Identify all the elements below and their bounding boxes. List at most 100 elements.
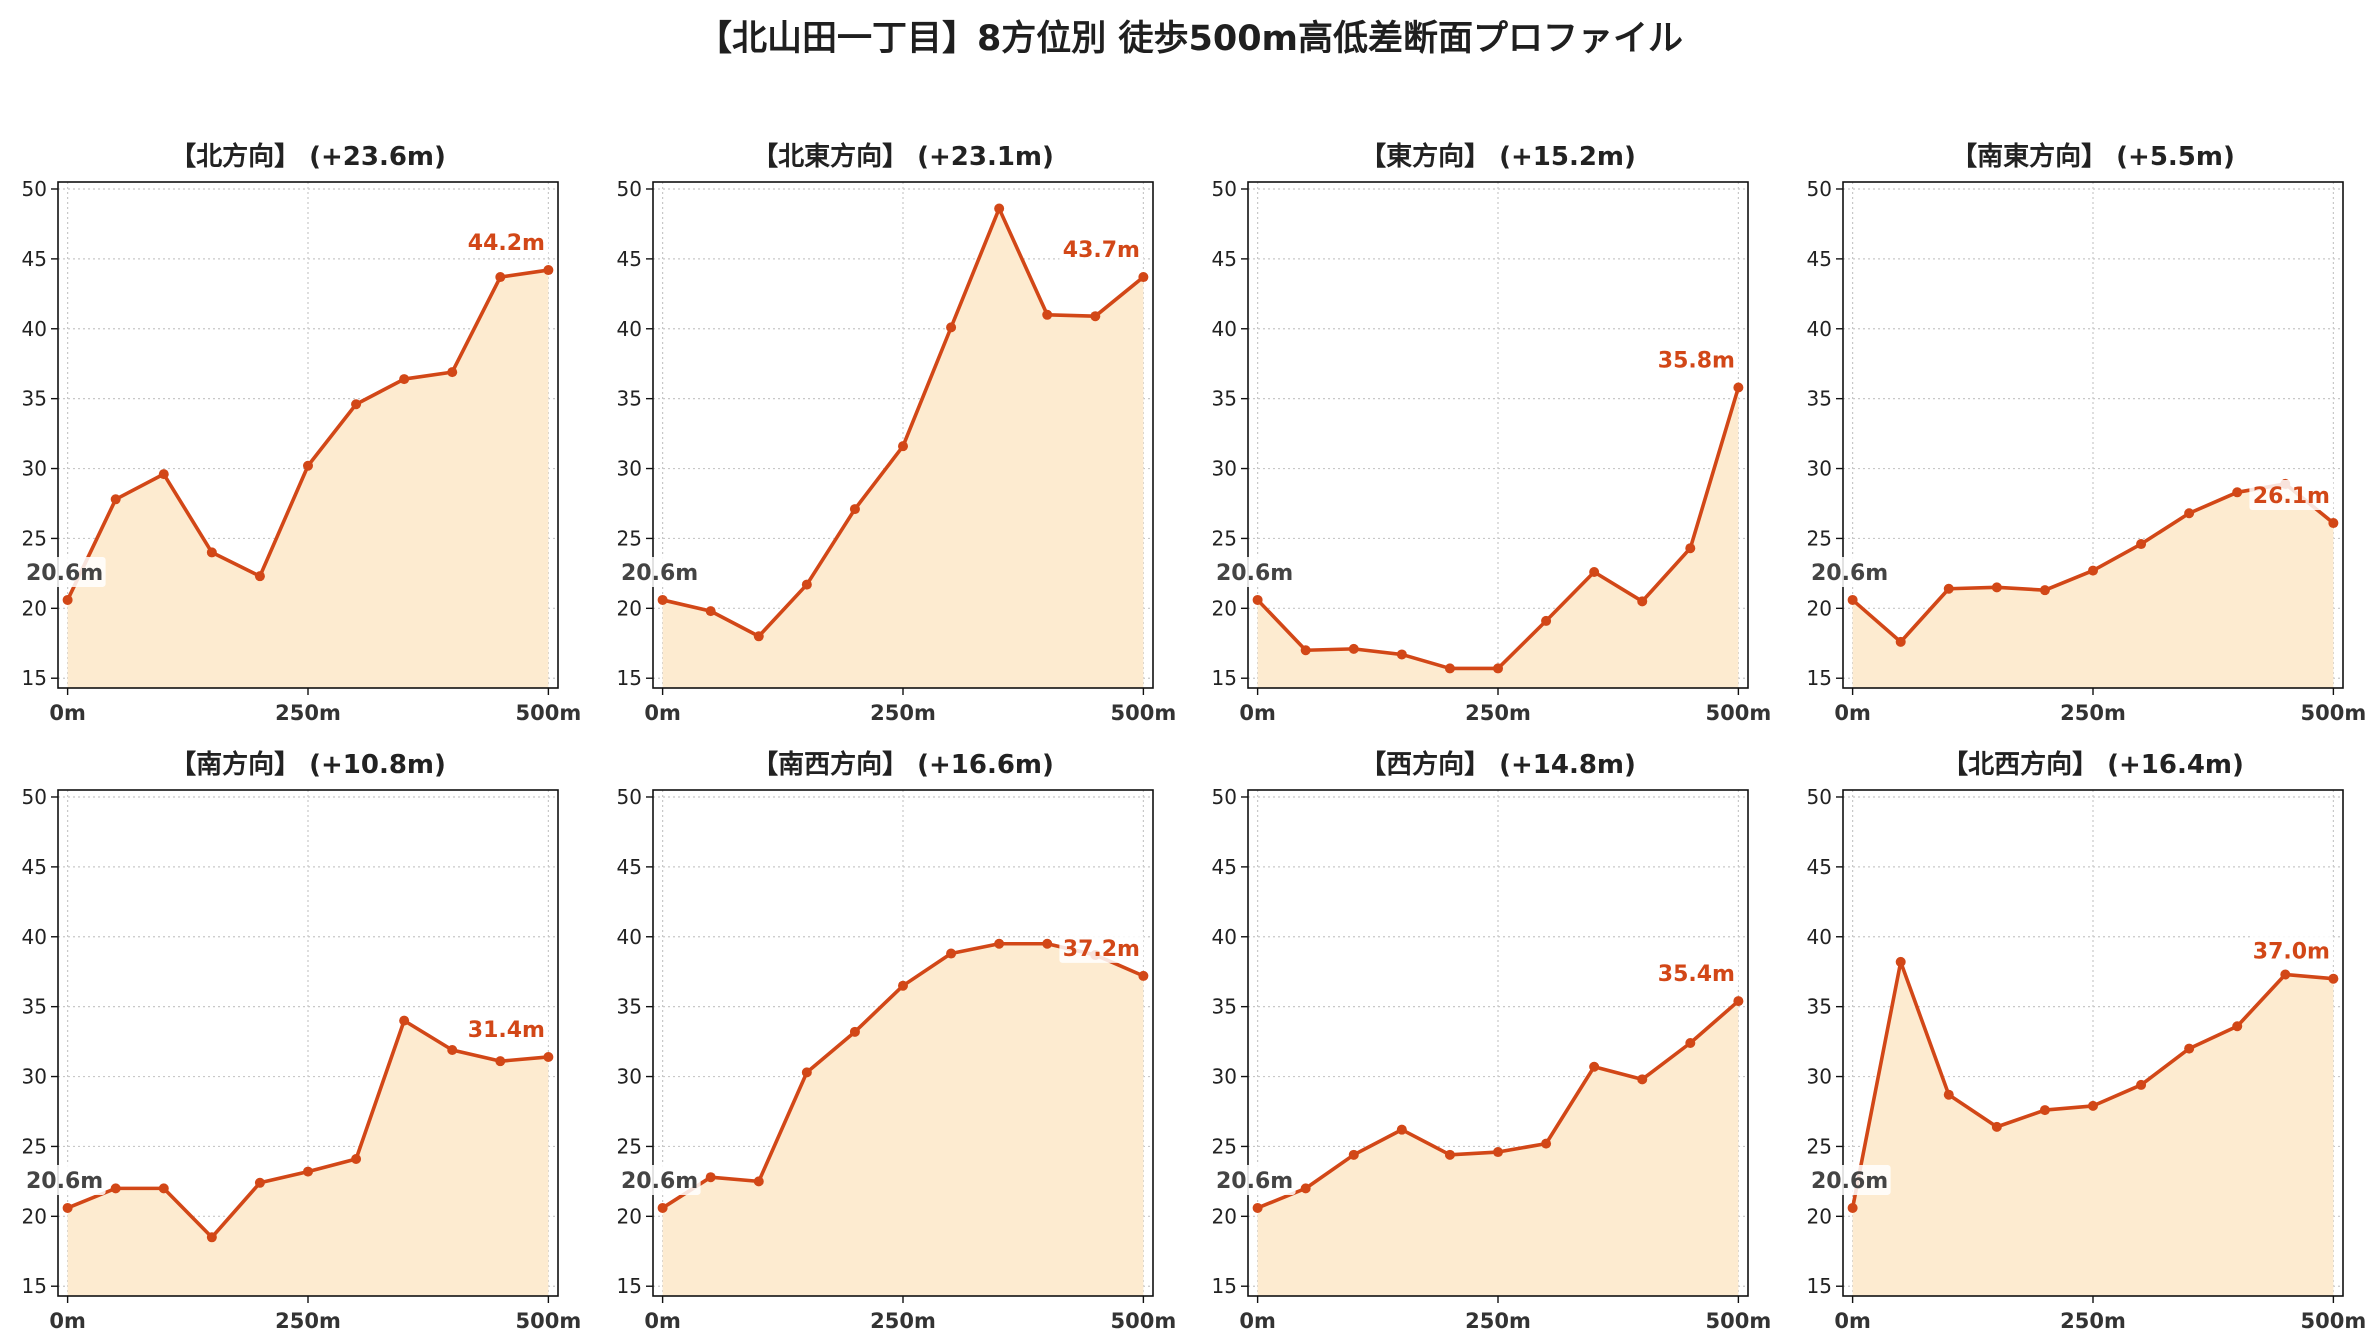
y-tick-label: 30 — [22, 1065, 47, 1089]
data-point — [1847, 594, 1858, 605]
end-label: 37.2m — [1063, 937, 1140, 962]
x-tick-label: 250m — [275, 1309, 341, 1333]
y-tick-label: 20 — [1212, 596, 1237, 620]
y-tick-label: 45 — [1807, 247, 1832, 271]
end-label-bg — [2249, 480, 2334, 511]
y-tick-label: 35 — [22, 995, 47, 1019]
y-tick-label: 40 — [1212, 925, 1237, 949]
x-tick-label: 0m — [49, 701, 86, 725]
data-point — [1685, 543, 1696, 554]
y-tick-label: 45 — [22, 247, 47, 271]
data-point — [753, 1176, 764, 1187]
data-point — [1895, 636, 1906, 647]
y-tick-label: 30 — [1212, 457, 1237, 481]
y-tick-label: 35 — [617, 995, 642, 1019]
data-point — [849, 504, 860, 515]
profile-chart-1: 【北東方向】 (+23.1m) 0m 250m 500m 15 20 25 30 35 40 45 5… — [617, 141, 1177, 725]
data-point — [254, 571, 265, 582]
data-point — [2328, 518, 2339, 529]
y-tick-label: 15 — [617, 666, 642, 690]
x-tick-label: 500m — [1111, 701, 1177, 725]
data-point — [2088, 1100, 2098, 1111]
data-point — [1733, 382, 1744, 393]
data-point — [1090, 311, 1101, 322]
profile-chart-3: 【南東方向】 (+5.5m) 0m 250m 500m 15 20 25 30 35 40 45 50… — [1807, 141, 2367, 725]
chart-title: 【東方向】 (+15.2m) — [1360, 141, 1636, 172]
start-label-bg — [1213, 556, 1296, 587]
start-label: 20.6m — [1811, 561, 1888, 586]
data-point — [2136, 539, 2147, 550]
data-point — [1300, 1183, 1311, 1194]
profile-chart-5: 【南西方向】 (+16.6m) 0m 250m 500m 15 20 25 30 35 40 45 5… — [617, 749, 1177, 1333]
y-tick-label: 40 — [1807, 925, 1832, 949]
data-point — [1733, 996, 1744, 1007]
data-point — [1895, 956, 1906, 967]
y-tick-label: 20 — [1807, 1204, 1832, 1228]
data-point — [351, 1154, 362, 1165]
data-point — [254, 1177, 265, 1188]
data-point — [1444, 1149, 1455, 1160]
data-point — [303, 460, 313, 471]
data-point — [543, 265, 554, 276]
y-tick-label: 20 — [22, 596, 47, 620]
x-tick-label: 250m — [870, 1309, 936, 1333]
start-label: 20.6m — [26, 1169, 103, 1194]
data-point — [1348, 643, 1359, 654]
data-point — [1991, 1121, 2002, 1132]
data-point — [1138, 970, 1149, 981]
y-tick-label: 15 — [22, 1274, 47, 1298]
data-point — [849, 1026, 860, 1037]
y-tick-label: 30 — [22, 457, 47, 481]
profile-chart-0: 【北方向】 (+23.6m) 0m 250m 500m 15 20 25 30 35 40 45 50… — [22, 141, 582, 725]
y-tick-label: 50 — [1807, 177, 1832, 201]
y-tick-label: 30 — [1212, 1065, 1237, 1089]
elevation-area — [662, 943, 1144, 1296]
chart-title: 【北西方向】 (+16.4m) — [1942, 749, 2244, 780]
start-label-bg — [23, 556, 106, 587]
y-tick-label: 20 — [22, 1204, 47, 1228]
end-label: 31.4m — [468, 1018, 545, 1043]
y-tick-label: 30 — [617, 457, 642, 481]
end-label: 35.4m — [1658, 962, 1735, 987]
data-point — [158, 469, 169, 480]
y-tick-label: 40 — [1807, 317, 1832, 341]
y-tick-label: 40 — [1212, 317, 1237, 341]
data-point — [657, 594, 668, 605]
y-tick-label: 45 — [1212, 855, 1237, 879]
y-tick-label: 30 — [1807, 457, 1832, 481]
data-point — [1541, 1138, 1552, 1149]
data-point — [898, 980, 908, 991]
chart-title: 【南西方向】 (+16.6m) — [752, 749, 1054, 780]
data-point — [2232, 1021, 2243, 1032]
chart-title: 【南東方向】 (+5.5m) — [1951, 141, 2235, 172]
chart-title: 【西方向】 (+14.8m) — [1360, 749, 1636, 780]
y-tick-label: 25 — [22, 1134, 47, 1158]
y-tick-label: 35 — [617, 387, 642, 411]
data-point — [2184, 508, 2195, 519]
data-point — [1396, 1124, 1407, 1135]
page-title: 【北山田一丁目】8方位別 徒歩500m高低差断面プロファイル — [696, 19, 1684, 59]
profile-chart-2: 【東方向】 (+15.2m) 0m 250m 500m 15 20 25 30 35 40 45 50… — [1212, 141, 1772, 725]
end-label: 43.7m — [1063, 238, 1140, 263]
start-label-bg — [1808, 556, 1891, 587]
y-tick-label: 25 — [617, 526, 642, 550]
data-point — [1138, 272, 1149, 283]
data-point — [495, 272, 506, 283]
elevation-area — [67, 1020, 549, 1296]
y-tick-label: 25 — [1807, 1134, 1832, 1158]
data-point — [62, 594, 73, 605]
elevation-area — [1852, 961, 2334, 1296]
elevation-area — [1257, 387, 1739, 688]
chart-title: 【北方向】 (+23.6m) — [170, 141, 446, 172]
y-tick-label: 25 — [1212, 526, 1237, 550]
y-tick-label: 50 — [617, 177, 642, 201]
data-point — [1444, 663, 1455, 674]
data-point — [1589, 1061, 1600, 1072]
data-point — [110, 494, 121, 505]
data-point — [2039, 585, 2050, 596]
y-tick-label: 35 — [22, 387, 47, 411]
data-point — [801, 579, 812, 590]
x-tick-label: 0m — [49, 1309, 86, 1333]
profile-chart-6: 【西方向】 (+14.8m) 0m 250m 500m 15 20 25 30 35 40 45 50… — [1212, 749, 1772, 1333]
